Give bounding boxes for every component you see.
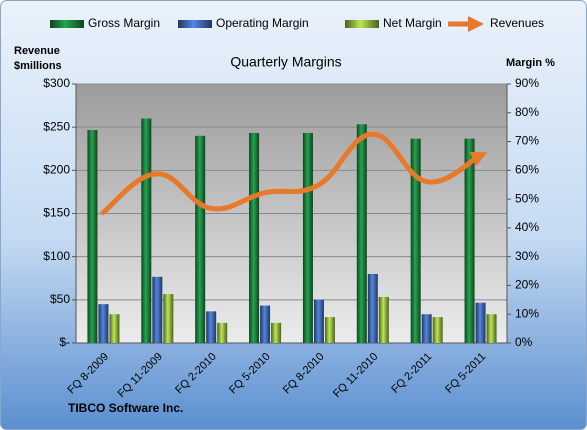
bar: [87, 130, 98, 343]
y2-tick-label: 60%: [515, 163, 539, 177]
footer: TIBCO Software Inc.: [68, 401, 183, 415]
y-axis-title: Revenue $millions: [14, 45, 62, 72]
legend-swatch: [345, 20, 379, 28]
legend-swatch: [50, 20, 84, 28]
legend-label: Revenues: [490, 16, 544, 30]
bar: [313, 299, 324, 343]
bar: [356, 124, 367, 344]
y2-tick-label: 50%: [515, 191, 539, 205]
bar: [475, 302, 486, 343]
y-tick-label: $250: [43, 119, 70, 133]
y-tick-label: $200: [43, 163, 70, 177]
y2-tick-label: 10%: [515, 306, 539, 320]
bar: [486, 314, 497, 343]
y2-tick-label: 20%: [515, 278, 539, 292]
bar: [260, 305, 271, 343]
y-tick-label: $100: [43, 249, 70, 263]
y-tick-label: $-: [59, 335, 70, 349]
legend-label: Gross Margin: [88, 16, 160, 30]
y2-tick-label: 70%: [515, 134, 539, 148]
bar: [378, 296, 389, 343]
bar: [324, 317, 335, 343]
legend-swatch: [178, 20, 212, 28]
bar: [109, 314, 120, 343]
bar: [217, 322, 228, 343]
bar: [302, 132, 313, 343]
y-tick-label: $300: [43, 76, 70, 90]
chart-title: Quarterly Margins: [230, 54, 341, 70]
bar: [464, 138, 475, 343]
bar: [163, 294, 174, 343]
bar: [367, 273, 378, 343]
legend-label: Net Margin: [383, 16, 442, 30]
y2-axis-title: Margin %: [506, 57, 555, 69]
y2-tick-label: 90%: [515, 76, 539, 90]
bar: [195, 135, 206, 343]
bar: [206, 311, 217, 343]
bar: [432, 317, 443, 343]
legend-label: Operating Margin: [216, 16, 309, 30]
y-tick-label: $150: [43, 206, 70, 220]
y2-tick-label: 30%: [515, 249, 539, 263]
bar: [152, 276, 163, 343]
bar: [410, 138, 421, 343]
bar: [98, 304, 109, 343]
y2-tick-label: 0%: [515, 335, 533, 349]
bar: [271, 322, 282, 343]
line: [100, 131, 488, 216]
bar: [141, 118, 152, 344]
y2-tick-label: 80%: [515, 105, 539, 119]
y2-tick-label: 40%: [515, 220, 539, 234]
bar: [249, 132, 260, 343]
bar: [421, 314, 432, 343]
y-tick-label: $50: [50, 292, 70, 306]
